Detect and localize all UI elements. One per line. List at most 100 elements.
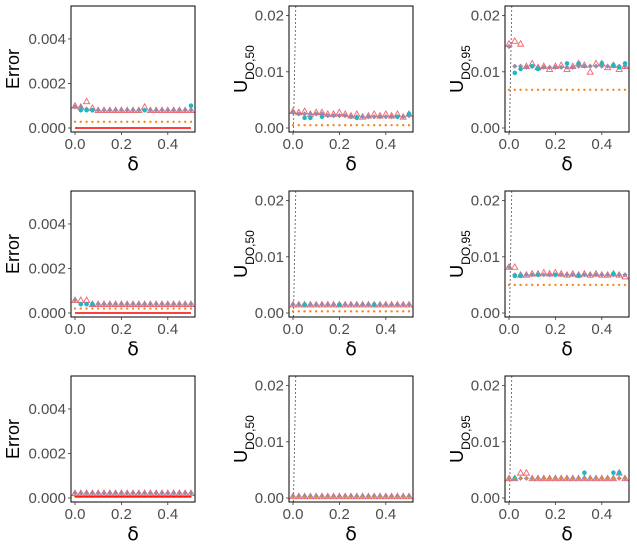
dot-point: [338, 496, 341, 499]
dot-point: [143, 120, 146, 123]
diamond-point: [176, 107, 182, 113]
diamond-point: [147, 107, 153, 113]
dot-point: [618, 88, 621, 91]
y-tick-label: 0.00: [255, 120, 284, 137]
dot-point: [600, 88, 603, 91]
dot-point: [519, 477, 522, 480]
y-tick-label: 0.00: [471, 490, 500, 507]
diamond-point: [360, 301, 366, 308]
dot-point: [571, 477, 574, 480]
dot-point: [344, 123, 347, 127]
dot-point: [320, 310, 324, 313]
dot-point: [102, 120, 106, 123]
chart-panel: 0.000 0.002 0.004 0.0 0.2 0.4 δ Error: [3, 375, 196, 545]
circle-point: [518, 66, 523, 72]
diamond-point: [188, 301, 194, 307]
diamond-point: [506, 43, 512, 50]
circle-point: [142, 107, 147, 113]
x-tick-label: 0.0: [499, 506, 520, 523]
circle-point: [611, 62, 616, 68]
dot-point: [536, 88, 540, 91]
dot-point: [303, 123, 306, 127]
y-tick-label: 0.000: [28, 305, 66, 322]
y-tick-label: 0.01: [471, 434, 500, 451]
dot-point: [594, 88, 598, 91]
circle-point: [599, 61, 605, 66]
dot-point: [507, 283, 511, 287]
y-tick-label: 0.002: [28, 260, 66, 277]
dot-point: [114, 307, 117, 310]
diamond-point: [587, 272, 593, 278]
dot-point: [507, 88, 511, 91]
y-tick-label: 0.00: [255, 305, 284, 322]
diamond-point: [342, 301, 348, 308]
diamond-point: [72, 297, 78, 303]
diamond-point: [188, 107, 194, 113]
diamond-point: [142, 490, 148, 496]
plot-frame: [288, 5, 414, 133]
dot-point: [326, 123, 329, 127]
diamond-point: [78, 104, 84, 110]
circle-point: [518, 273, 523, 279]
diamond-point: [360, 114, 366, 120]
dot-point: [531, 88, 534, 91]
dot-point: [390, 123, 393, 127]
x-tick-label: 0.4: [591, 321, 612, 338]
diamond-point: [84, 490, 90, 496]
diamond-point: [570, 64, 576, 70]
x-tick-label: 0.2: [545, 506, 566, 523]
dot-point: [189, 307, 193, 310]
diamond-point: [593, 63, 599, 69]
plot-frame: [288, 190, 414, 318]
diamond-point: [599, 63, 605, 69]
dot-point: [155, 307, 158, 310]
diamond-point: [307, 111, 313, 117]
circle-point: [308, 115, 313, 121]
diamond-point: [118, 490, 124, 496]
dot-point: [297, 496, 300, 499]
diamond-point: [142, 301, 148, 307]
circle-point: [622, 61, 628, 66]
plot-frame: [70, 375, 196, 503]
y-axis-label: UDO,95: [447, 45, 473, 93]
reference-line: [509, 5, 513, 133]
x-tick-label: 0.2: [111, 321, 132, 338]
chart-panel: 0.00 0.01 0.02 0.0 0.2 0.4 δ UDO,50: [231, 375, 414, 545]
dot-point: [548, 283, 551, 287]
dot-point: [338, 123, 341, 127]
circle-point: [616, 470, 622, 476]
x-tick-label: 0.4: [591, 136, 612, 153]
diamond-point: [406, 301, 412, 308]
diamond-point: [171, 301, 177, 307]
diamond-point: [325, 301, 331, 308]
dot-point: [583, 283, 586, 287]
dot-point: [623, 88, 627, 91]
y-tick-label: 0.02: [255, 8, 284, 25]
diamond-point: [354, 301, 360, 308]
dot-point: [361, 496, 364, 499]
diamond-point: [523, 64, 529, 70]
y-axis-label: UDO,50: [231, 230, 257, 278]
dot-point: [402, 123, 405, 127]
dot-point: [589, 477, 592, 480]
diamond-point: [371, 114, 377, 120]
circle-point: [406, 111, 412, 117]
dot-point: [565, 88, 569, 91]
diamond-point: [605, 63, 611, 69]
y-axis-label: UDO,95: [447, 415, 473, 463]
triangle-point: [545, 65, 554, 72]
dot-point: [126, 307, 129, 310]
chart-panel: 0.000 0.002 0.004 0.0 0.2 0.4 δ Error: [3, 5, 196, 175]
dot-point: [326, 496, 329, 499]
diamond-point: [383, 114, 389, 120]
diamond-point: [147, 301, 153, 307]
diamond-point: [558, 64, 564, 70]
diamond-point: [136, 107, 142, 113]
diamond-point: [394, 301, 400, 308]
dot-point: [606, 283, 609, 287]
y-tick-label: 0.004: [28, 31, 66, 48]
diamond-point: [377, 114, 383, 120]
dot-point: [315, 496, 318, 499]
y-axis-label-subscript: DO,50: [243, 415, 257, 450]
dot-point: [396, 496, 399, 499]
